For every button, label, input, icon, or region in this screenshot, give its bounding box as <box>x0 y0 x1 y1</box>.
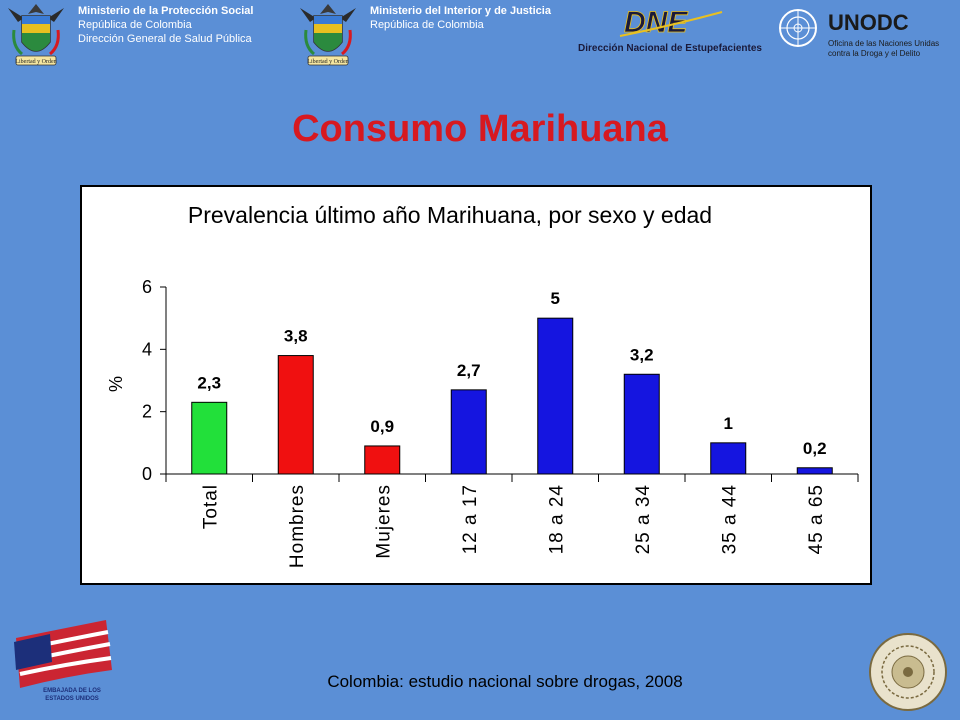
embassy-line1: EMBAJADA DE LOS <box>43 688 101 694</box>
bar-7 <box>796 467 833 475</box>
colombia-crest-logo: Libertad y Orden <box>8 4 64 66</box>
bar-5 <box>623 373 660 475</box>
y-tick-label-1: 2 <box>142 402 152 422</box>
colombia-crest-logo-2: Libertad y Orden <box>300 4 356 66</box>
unodc-line1: Oficina de las Naciones Unidas <box>828 39 939 48</box>
page-title: Consumo Marihuana <box>292 108 668 150</box>
y-tick-label-0: 0 <box>142 464 152 484</box>
category-label-1: Hombres <box>287 484 308 568</box>
data-label-0: 2,3 <box>197 373 221 392</box>
crest-motto-text-2: Libertad y Orden <box>307 59 348 65</box>
data-label-4: 5 <box>551 289 560 308</box>
y-tick-label-3: 6 <box>142 277 152 297</box>
bar-0 <box>191 401 228 475</box>
ministry-social-directorate: Dirección General de Salud Pública <box>78 33 252 45</box>
unodc-logo: UNODC Oficina de las Naciones Unidas con… <box>779 9 939 58</box>
bar-1 <box>277 355 314 475</box>
category-label-6: 35 a 44 <box>719 484 740 554</box>
unodc-acronym: UNODC <box>828 10 909 35</box>
category-label-4: 18 a 24 <box>546 484 567 554</box>
ministry-social-name: Ministerio de la Protección Social <box>78 5 254 17</box>
bar-2 <box>364 445 401 475</box>
source-caption: Colombia: estudio nacional sobre drogas,… <box>327 672 683 691</box>
data-label-5: 3,2 <box>630 345 654 364</box>
ministry-interior-block: Ministerio del Interior y de Justicia Re… <box>370 4 551 32</box>
bar-6 <box>710 442 747 475</box>
y-axis-label: % <box>106 376 126 392</box>
dne-logo: DNE Dirección Nacional de Estupefaciente… <box>578 6 762 54</box>
category-label-5: 25 a 34 <box>633 484 654 554</box>
data-label-3: 2,7 <box>457 361 481 380</box>
ministry-social-block: Ministerio de la Protección Social Repúb… <box>78 4 253 46</box>
chart-panel: Prevalencia último año Marihuana, por se… <box>80 185 872 585</box>
crest-motto-text: Libertad y Orden <box>15 59 56 65</box>
bar-4 <box>537 317 574 475</box>
y-tick-label-2: 4 <box>142 339 152 359</box>
chart-title: Prevalencia último año Marihuana, por se… <box>188 202 712 228</box>
data-label-7: 0,2 <box>803 439 827 458</box>
un-emblem-icon <box>779 9 817 47</box>
ministry-interior-country: República de Colombia <box>370 19 484 31</box>
ministry-social-country: República de Colombia <box>78 19 192 31</box>
bar-3 <box>450 389 487 475</box>
data-label-2: 0,9 <box>370 417 394 436</box>
category-label-3: 12 a 17 <box>460 484 481 554</box>
unodc-line2: contra la Droga y el Delito <box>828 49 921 58</box>
category-label-7: 45 a 65 <box>806 484 827 554</box>
embassy-line2: ESTADOS UNIDOS <box>45 696 99 702</box>
category-label-2: Mujeres <box>373 484 394 559</box>
bar-chart: Prevalencia último año Marihuana, por se… <box>106 202 859 568</box>
us-embassy-flag-logo: EMBAJADA DE LOS ESTADOS UNIDOS <box>14 620 112 702</box>
oas-seal-logo <box>869 633 947 711</box>
ministry-interior-name: Ministerio del Interior y de Justicia <box>370 5 551 17</box>
category-label-0: Total <box>200 484 221 529</box>
data-label-1: 3,8 <box>284 327 308 346</box>
data-label-6: 1 <box>724 414 733 433</box>
dne-name: Dirección Nacional de Estupefacientes <box>578 43 762 54</box>
